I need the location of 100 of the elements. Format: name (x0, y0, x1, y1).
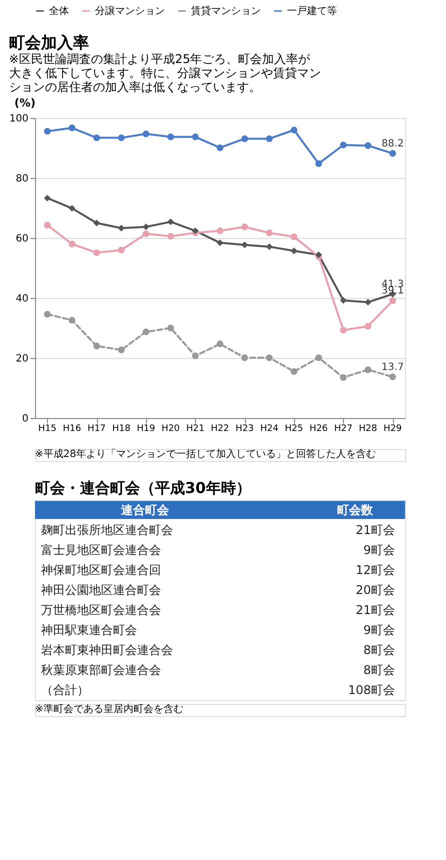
text: 8町会 (363, 663, 395, 677)
point (167, 232, 174, 240)
category-label: （合計） (41, 683, 89, 697)
point (266, 135, 273, 142)
text: 8町会 (363, 643, 395, 657)
point (118, 224, 125, 232)
point (68, 204, 76, 212)
point (142, 130, 150, 138)
point (241, 224, 248, 230)
point (340, 326, 347, 334)
point (68, 240, 76, 248)
data-label: 88.2 (382, 138, 404, 150)
point (340, 374, 347, 381)
x-tick-label: H19 (136, 424, 156, 434)
point (93, 249, 100, 256)
point (167, 324, 174, 332)
category-label: 秋葉原東部町会連合会 (41, 663, 161, 677)
x-tick-label: H23 (236, 424, 254, 434)
point (68, 316, 76, 324)
text: 9町会 (363, 543, 395, 557)
category-label: 岩本町東神田町会連合会 (41, 643, 173, 657)
text: 9町会 (363, 623, 395, 637)
x-tick-label: H29 (384, 424, 402, 434)
point (118, 346, 125, 354)
data-label: 13.7 (382, 362, 404, 373)
point (68, 124, 76, 132)
category-label: 神保町地区町会連合回 (41, 563, 161, 577)
point (364, 322, 372, 330)
category-label: 麹町出張所地区連合町会 (41, 523, 173, 537)
x-tick-label: H24 (260, 424, 279, 434)
y-tick-label: 40 (16, 294, 28, 304)
point (142, 224, 150, 230)
category-label: 神田公園地区連合町会 (41, 583, 161, 597)
text: ※平成28年より「マンションで一括して加入している」と回答した人を含む (35, 448, 376, 460)
point (142, 230, 150, 238)
point (241, 135, 248, 142)
point (167, 218, 174, 226)
chart-subtitle: ※区民世論調査の集計より平成25年ごろ、町会加入率が大きく低下しています。特に、分譲マンションや賃貸マンションの居住者の加入率は低くなっています。 (8, 52, 321, 94)
point (290, 248, 298, 254)
point (93, 220, 100, 226)
category-label: 神田駅東連合町会 (41, 623, 137, 637)
x-tick-label: H22 (210, 424, 230, 434)
x-tick-label: H21 (186, 424, 204, 434)
x-tick-label: H18 (112, 424, 131, 434)
point (364, 366, 372, 374)
point (93, 342, 100, 350)
point (192, 227, 199, 234)
text: 21町会 (356, 523, 395, 537)
point (167, 134, 174, 140)
legend-label: 分譲マンション (95, 5, 165, 17)
point (389, 374, 396, 380)
text: 町会・連合町会（平成30年時） (35, 479, 251, 497)
point (216, 227, 224, 234)
point (389, 297, 396, 304)
x-tick-label: H28 (358, 424, 378, 434)
y-tick-label: 20 (16, 354, 28, 364)
point (389, 150, 396, 157)
point (93, 134, 100, 142)
point (315, 160, 322, 167)
point (216, 239, 224, 246)
chart-title: 町会加入率 (8, 33, 89, 52)
point (364, 142, 372, 149)
legend-label: 全体 (49, 5, 69, 17)
y-axis-title: (%) (14, 96, 36, 110)
x-tick-label: H17 (88, 424, 106, 434)
point (216, 144, 224, 152)
point (290, 126, 298, 134)
point (44, 128, 51, 135)
point (192, 352, 199, 360)
text: 108町会 (348, 683, 395, 697)
point (315, 354, 322, 362)
point (266, 354, 273, 362)
text: 町会数 (337, 503, 374, 517)
y-tick-label: 60 (16, 234, 28, 244)
point (340, 142, 347, 148)
text: 連合町会 (120, 503, 170, 517)
point (266, 243, 273, 250)
x-tick-label: H26 (310, 424, 328, 434)
point (216, 340, 224, 348)
text: 21町会 (356, 603, 395, 617)
point (364, 298, 372, 306)
y-tick-label: 0 (22, 414, 28, 424)
text: 12町会 (356, 563, 395, 577)
point (290, 368, 298, 375)
text: 20町会 (356, 583, 395, 597)
category-label: 富士見地区町会連合会 (41, 543, 161, 557)
point (340, 297, 347, 304)
x-tick-label: H16 (62, 424, 82, 434)
point (241, 354, 248, 362)
point (44, 310, 51, 318)
y-tick-label: 100 (9, 114, 28, 124)
x-tick-label: H20 (162, 424, 180, 434)
point (192, 134, 199, 140)
point (44, 222, 51, 228)
x-tick-label: H27 (334, 424, 352, 434)
point (266, 230, 273, 236)
point (118, 246, 125, 254)
point (118, 134, 125, 142)
x-tick-label: H25 (284, 424, 304, 434)
point (44, 194, 51, 202)
